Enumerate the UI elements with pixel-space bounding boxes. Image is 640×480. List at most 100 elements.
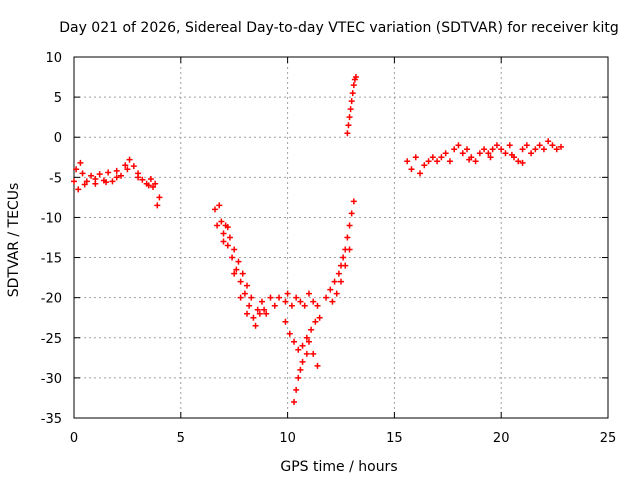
data-point (295, 346, 302, 353)
data-point (282, 318, 289, 325)
series-segment-3 (267, 290, 323, 405)
x-tick-label: 25 (600, 431, 617, 446)
data-point (408, 166, 415, 173)
data-point (335, 270, 342, 277)
data-point (246, 302, 253, 309)
data-point (81, 181, 88, 188)
data-point (117, 172, 124, 179)
data-point (237, 278, 244, 285)
series-segment-1 (71, 156, 163, 209)
data-point (88, 172, 95, 179)
data-point (135, 174, 142, 181)
data-point (224, 242, 231, 249)
data-point (312, 318, 319, 325)
data-point (347, 106, 354, 113)
data-point (113, 174, 120, 181)
data-point (329, 298, 336, 305)
data-point (295, 374, 302, 381)
chart-title: Day 021 of 2026, Sidereal Day-to-day VTE… (59, 20, 619, 36)
data-point (346, 222, 353, 229)
data-point (481, 146, 488, 153)
data-point (126, 156, 133, 163)
data-point (239, 270, 246, 277)
data-point (214, 222, 221, 229)
data-point (301, 302, 308, 309)
data-point (340, 254, 347, 261)
data-point (145, 182, 152, 189)
data-point (79, 170, 86, 177)
data-point (103, 179, 110, 186)
data-point (250, 314, 257, 321)
series-segment-5 (344, 74, 359, 137)
data-point (314, 302, 321, 309)
data-point (130, 163, 137, 170)
data-point (216, 202, 223, 209)
data-point (252, 322, 259, 329)
data-point (244, 310, 251, 317)
data-point (299, 358, 306, 365)
data-point (297, 298, 304, 305)
data-point (75, 186, 82, 193)
x-axis-label: GPS time / hours (280, 459, 397, 475)
data-point (344, 234, 351, 241)
data-point (493, 142, 500, 149)
grid (74, 57, 608, 418)
data-point (342, 262, 349, 269)
y-tick-label: 0 (54, 131, 62, 146)
data-point (425, 158, 432, 165)
data-point (244, 282, 251, 289)
data-marks (71, 74, 565, 405)
data-point (434, 158, 441, 165)
data-point (226, 234, 233, 241)
data-point (352, 74, 359, 81)
y-tick-label: -5 (49, 171, 62, 186)
data-point (71, 178, 77, 185)
data-point (231, 246, 238, 253)
data-point (122, 162, 129, 169)
data-point (523, 142, 530, 149)
data-point (303, 350, 310, 357)
data-point (310, 350, 317, 357)
data-point (293, 386, 300, 393)
data-point (519, 146, 526, 153)
x-tick-label: 0 (70, 431, 78, 446)
data-point (276, 294, 283, 301)
data-point (459, 150, 466, 157)
data-point (305, 290, 312, 297)
data-point (350, 82, 357, 89)
data-point (446, 158, 453, 165)
x-tick-label: 15 (386, 431, 403, 446)
x-tick-label: 20 (493, 431, 510, 446)
data-point (303, 334, 310, 341)
data-point (218, 218, 225, 225)
data-point (211, 206, 218, 213)
data-point (442, 150, 449, 157)
data-point (540, 146, 547, 153)
data-point (429, 154, 436, 161)
data-point (346, 246, 353, 253)
data-point (346, 114, 353, 121)
data-point (464, 146, 471, 153)
data-point (248, 294, 255, 301)
data-point (553, 146, 560, 153)
data-point (331, 278, 338, 285)
data-point (224, 224, 231, 231)
data-point (502, 150, 509, 157)
data-point (549, 142, 556, 149)
data-point (124, 166, 131, 173)
data-point (220, 238, 227, 245)
data-point (348, 98, 355, 105)
data-point (305, 338, 312, 345)
y-axis-label: SDTVAR / TECUs (6, 183, 22, 298)
data-point (256, 310, 263, 317)
plot-frame (73, 56, 609, 419)
data-point (297, 366, 304, 373)
x-tick-label: 10 (279, 431, 296, 446)
data-point (349, 90, 356, 97)
data-point (506, 142, 513, 149)
data-point (231, 270, 238, 277)
data-point (229, 254, 236, 261)
data-point (152, 180, 159, 187)
data-point (344, 130, 351, 137)
data-point (314, 362, 321, 369)
